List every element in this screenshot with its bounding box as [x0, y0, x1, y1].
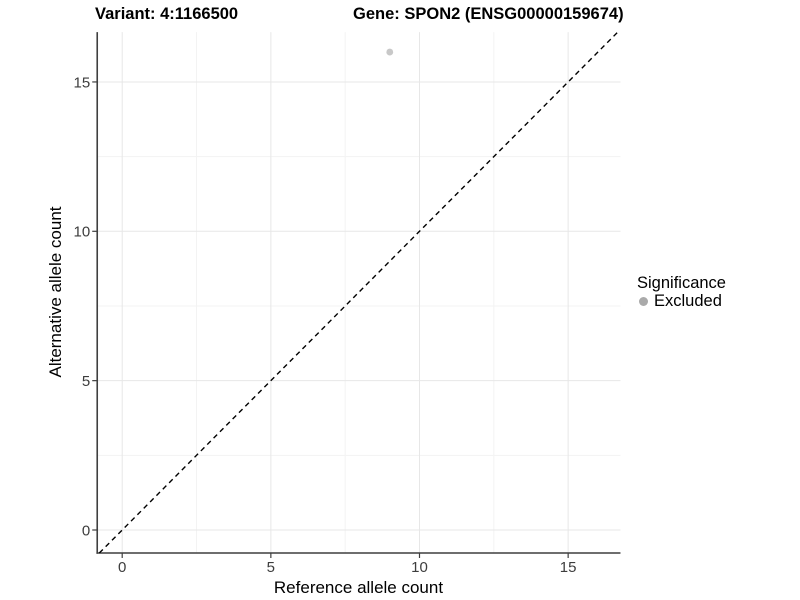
legend-title: Significance	[637, 274, 726, 292]
y-tick-label: 5	[82, 373, 90, 390]
legend-point-icon	[639, 296, 648, 306]
x-tick-label: 10	[411, 559, 428, 576]
legend: Significance Excluded	[636, 274, 726, 310]
x-axis-title: Reference allele count	[273, 578, 444, 597]
gene-title: Gene: SPON2 (ENSG00000159674)	[353, 5, 624, 23]
legend-entry: Excluded	[636, 292, 726, 310]
y-axis-title: Alternative allele count	[46, 206, 65, 378]
y-tick-label: 0	[82, 522, 90, 539]
data-point	[386, 48, 394, 56]
identity-reference-line	[98, 31, 619, 554]
variant-title: Variant: 4:1166500	[95, 5, 239, 23]
y-tick-label: 10	[74, 224, 91, 241]
x-tick-label: 15	[560, 559, 577, 576]
legend-entry-label: Excluded	[654, 291, 722, 310]
x-tick-label: 5	[267, 559, 275, 576]
x-tick-label: 0	[118, 559, 126, 576]
y-tick-label: 15	[74, 74, 91, 91]
